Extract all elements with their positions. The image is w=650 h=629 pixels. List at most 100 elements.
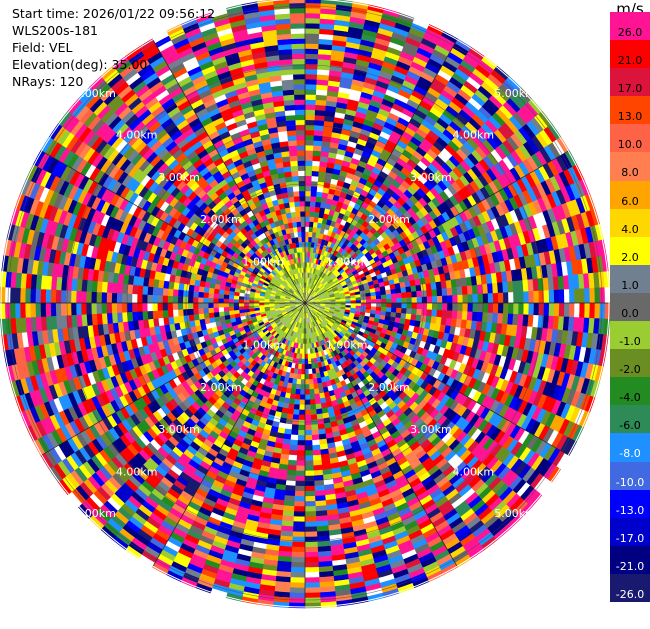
range-gate bbox=[483, 293, 489, 303]
range-gate bbox=[305, 54, 319, 60]
range-gate bbox=[300, 384, 305, 390]
range-gate bbox=[304, 597, 320, 603]
range-gate bbox=[498, 293, 504, 304]
range-gate bbox=[305, 455, 314, 461]
range-gate bbox=[305, 450, 313, 456]
range-gate bbox=[559, 289, 565, 303]
range-gate bbox=[305, 521, 317, 527]
range-gate bbox=[313, 465, 322, 471]
range-gate bbox=[305, 211, 310, 217]
range-gate bbox=[396, 298, 402, 303]
range-gate bbox=[308, 364, 312, 370]
range-gate bbox=[305, 201, 311, 207]
range-gate bbox=[305, 216, 310, 222]
range-gate bbox=[304, 587, 320, 593]
range-gate bbox=[310, 399, 316, 405]
range-gate bbox=[294, 501, 305, 507]
range-gate bbox=[305, 176, 312, 182]
range-gate bbox=[305, 69, 318, 75]
range-gate bbox=[295, 481, 305, 487]
range-gate bbox=[305, 38, 319, 44]
range-gate bbox=[305, 226, 309, 232]
range-gate bbox=[386, 294, 392, 299]
range-gate bbox=[292, 547, 306, 553]
range-gate bbox=[305, 130, 314, 136]
range-gate bbox=[304, 592, 320, 598]
range-gate bbox=[589, 303, 595, 319]
range-gate bbox=[305, 115, 315, 121]
range-gate bbox=[290, 572, 305, 578]
range-gate bbox=[351, 303, 356, 306]
range-gate bbox=[523, 303, 529, 315]
range-gate bbox=[305, 374, 309, 379]
range-gate bbox=[305, 516, 317, 522]
range-gate bbox=[305, 562, 319, 568]
range-gate bbox=[305, 481, 315, 487]
range-gate bbox=[528, 291, 534, 304]
range-gate bbox=[406, 292, 412, 298]
range-gate bbox=[594, 303, 600, 319]
range-gate bbox=[305, 460, 314, 466]
range-gate bbox=[431, 310, 437, 317]
range-gate bbox=[295, 476, 305, 482]
range-gate bbox=[305, 506, 316, 512]
range-gate bbox=[314, 130, 324, 136]
range-gate bbox=[287, 465, 296, 471]
range-gate bbox=[297, 445, 305, 451]
range-gate bbox=[426, 309, 432, 316]
range-gate bbox=[478, 303, 484, 313]
range-gate bbox=[305, 542, 318, 548]
range-gate bbox=[401, 303, 407, 309]
range-gate bbox=[290, 567, 305, 573]
range-gate bbox=[290, 577, 305, 583]
range-gate bbox=[549, 303, 555, 317]
range-gate bbox=[298, 425, 305, 431]
range-gate bbox=[305, 135, 314, 141]
range-gate bbox=[305, 445, 313, 451]
range-gate bbox=[381, 299, 387, 304]
range-gate bbox=[305, 410, 311, 416]
range-gate bbox=[305, 155, 313, 161]
range-gate bbox=[312, 171, 319, 177]
range-gate bbox=[305, 430, 312, 436]
range-gate bbox=[305, 531, 318, 537]
range-gate bbox=[310, 394, 316, 400]
range-gate bbox=[407, 303, 413, 309]
range-gate bbox=[300, 389, 305, 395]
range-gate bbox=[432, 296, 438, 303]
range-gate bbox=[386, 303, 392, 308]
range-gate bbox=[421, 309, 427, 316]
range-gate bbox=[298, 430, 305, 436]
range-gate bbox=[301, 374, 305, 380]
range-gate bbox=[305, 59, 318, 65]
range-gate bbox=[293, 414, 300, 420]
range-gate bbox=[305, 181, 312, 187]
range-gate bbox=[287, 470, 297, 476]
range-gate bbox=[305, 359, 308, 365]
range-gate bbox=[518, 292, 524, 304]
range-gate bbox=[305, 23, 320, 29]
range-gate bbox=[390, 289, 396, 295]
range-gate bbox=[310, 211, 315, 217]
range-gate bbox=[315, 398, 321, 404]
range-gate bbox=[305, 425, 312, 431]
range-gate bbox=[305, 89, 317, 95]
range-gate bbox=[385, 289, 391, 294]
range-gate bbox=[291, 424, 298, 430]
range-gate bbox=[437, 303, 443, 311]
range-gate bbox=[295, 486, 305, 492]
range-gate bbox=[289, 587, 305, 593]
range-gate bbox=[313, 470, 323, 476]
range-gate bbox=[386, 307, 392, 312]
range-gate bbox=[457, 295, 463, 304]
range-gate bbox=[291, 557, 305, 563]
range-gate bbox=[472, 312, 478, 322]
range-gate bbox=[416, 291, 422, 298]
range-gate bbox=[294, 496, 305, 502]
range-gate bbox=[305, 369, 309, 375]
range-gate bbox=[296, 460, 305, 466]
range-gate bbox=[462, 303, 468, 312]
range-gate bbox=[366, 296, 372, 300]
range-gate bbox=[293, 516, 305, 522]
range-gate bbox=[305, 547, 319, 553]
